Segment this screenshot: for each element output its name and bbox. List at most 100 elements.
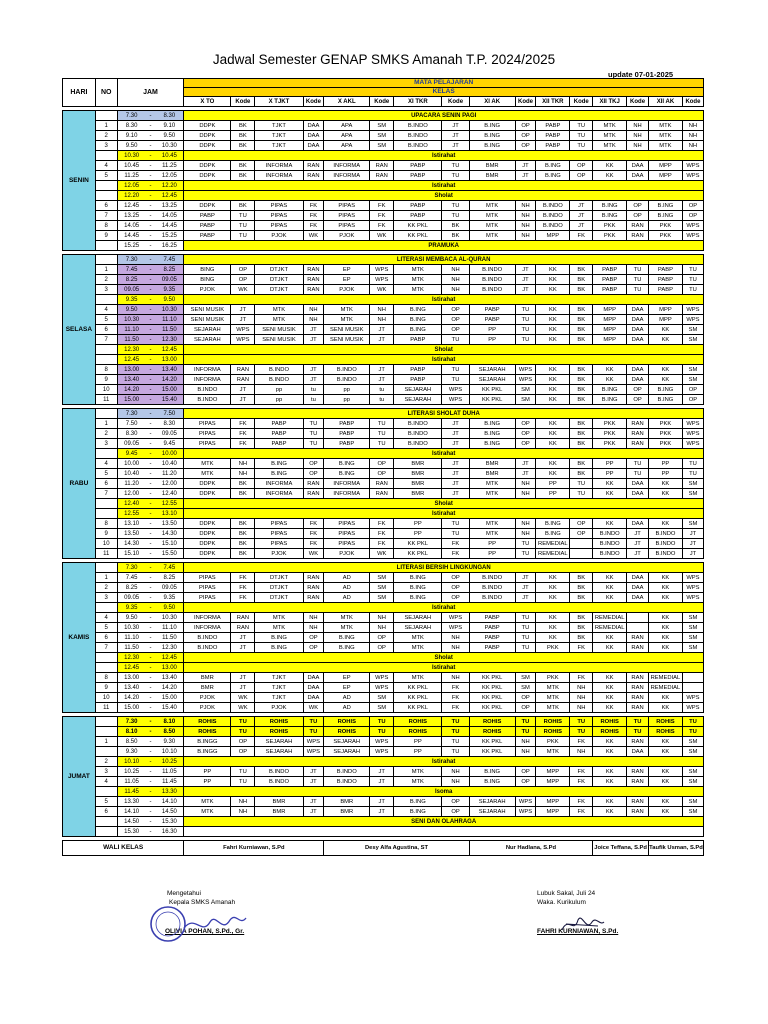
subject-cell: PKK (592, 230, 628, 241)
teacher-code-cell (569, 548, 594, 559)
time-end: 15.10 (155, 538, 185, 549)
teacher-code-cell: OP (369, 468, 395, 479)
time-start: 15.25 (116, 240, 146, 251)
subject-cell: DTJKT (254, 264, 304, 275)
teacher-code-cell: TU (514, 612, 537, 623)
time-end: 9.50 (155, 130, 185, 141)
time-dash: - (145, 746, 156, 757)
table-row: SELASA 7.30-7.45 LITERASI MEMBACA AL-QURAN (62, 254, 704, 405)
teacher-code-cell: OP (302, 632, 325, 643)
subject-cell: KK (535, 622, 571, 633)
time-dash: - (145, 130, 156, 141)
time-start: 7.30 (116, 716, 146, 727)
subject-cell: MTK (183, 458, 232, 469)
table-row: 7 11.50-12.30 B.INDO JT B.ING OP B.ING OP MTK NH P… (63, 642, 705, 653)
subject-cell: KK PKL (393, 692, 443, 703)
teacher-code-cell: JT (441, 418, 470, 429)
teacher-code-cell: JT (441, 488, 470, 499)
subject-cell: DDPK (183, 548, 232, 559)
subject-cell: KK (592, 160, 628, 171)
time-dash: - (145, 394, 156, 405)
subject-cell: KK (592, 170, 628, 181)
teacher-code-cell: WPS (681, 702, 705, 713)
time-end: 8.10 (155, 716, 185, 727)
teacher-code-cell: OP (514, 692, 537, 703)
teacher-code-cell: OP (569, 170, 594, 181)
subject-cell: KK (647, 518, 683, 529)
teacher-code-cell: OP (441, 592, 470, 603)
table-row: 4 11.05-11.45 PP TU B.INDO JT B.INDO JT MTK NH B.I… (63, 776, 705, 787)
row-number (94, 344, 118, 355)
subject-cell: TJKT (254, 682, 304, 693)
time-end: 13.00 (155, 662, 185, 673)
subject-cell: MTK (183, 806, 232, 817)
subject-cell: PP (468, 548, 516, 559)
teacher-code-cell: NH (369, 304, 395, 315)
time-dash: - (145, 702, 156, 713)
teacher-code-cell: JT (626, 538, 649, 549)
time-end: 14.05 (155, 210, 185, 221)
table-row: 12.05-12.20 Istirahat (63, 180, 704, 191)
teacher-code-cell: RAN (369, 478, 395, 489)
teacher-code-cell: NH (514, 230, 537, 241)
table-row: 1 7.50-8.30 PIPAS FK PABP TU PABP TU B.INDO JT B.I… (63, 418, 705, 429)
teacher-code-cell: WK (302, 702, 325, 713)
activity-banner: Istirahat (183, 448, 704, 459)
subject-cell: MTK (393, 274, 443, 285)
time-dash: - (145, 304, 156, 315)
teacher-code-cell: NH (369, 314, 395, 325)
teacher-code-cell: FK (302, 538, 325, 549)
teacher-code-cell: TU (569, 140, 594, 151)
subject-cell: BMR (393, 468, 443, 479)
teacher-code-cell (681, 682, 705, 693)
teacher-code-cell: TU (441, 210, 470, 221)
teacher-code-cell: OP (514, 140, 537, 151)
subject-cell: PP (393, 518, 443, 529)
time-end: 13.10 (155, 508, 185, 519)
teacher-code-cell: NH (569, 682, 594, 693)
teacher-code-cell: WPS (681, 230, 705, 241)
time-dash: - (145, 190, 156, 201)
time-end: 9.50 (155, 294, 185, 305)
teacher-code-cell: FK (302, 220, 325, 231)
time-end: 15.40 (155, 394, 185, 405)
teacher-code-cell: WPS (441, 622, 470, 633)
activity-banner (183, 826, 704, 837)
teacher-code-cell: OP (441, 304, 470, 315)
subject-cell: AD (323, 702, 371, 713)
teacher-code-cell: BK (569, 314, 594, 325)
teacher-code-cell: JT (230, 314, 256, 325)
time-dash: - (145, 110, 156, 121)
row-number (94, 110, 118, 121)
time-end: 15.40 (155, 702, 185, 713)
teacher-code-cell: BK (230, 478, 256, 489)
time-start: 13.30 (116, 796, 146, 807)
subject-cell: AD (323, 692, 371, 703)
teacher-code-cell: TU (230, 766, 256, 777)
teacher-code-cell: SM (681, 612, 705, 623)
teacher-code-cell: WPS (681, 160, 705, 171)
teacher-code-cell: SM (681, 518, 705, 529)
row-number (94, 816, 118, 827)
subject-cell: PKK (592, 220, 628, 231)
subject-cell: ROHIS (535, 726, 571, 737)
header-row: HARI NO JAM MATA PELAJARAN (62, 78, 704, 107)
teacher-code-cell: WPS (230, 324, 256, 335)
row-number (94, 408, 118, 419)
subject-cell: PABP (183, 210, 232, 221)
subject-cell: PP (592, 468, 628, 479)
teacher-code-cell: TU (569, 130, 594, 141)
teacher-code-cell: TU (369, 428, 395, 439)
table-row: 2 8.30-09.05 PIPAS FK PABP TU PABP TU B.INDO JT B.… (63, 428, 705, 439)
table-row: 12.45-13.00 Istirahat (63, 662, 704, 673)
teacher-code-cell: BK (230, 488, 256, 499)
teacher-code-cell: SM (369, 702, 395, 713)
teacher-code-cell: TU (514, 548, 537, 559)
teacher-code-cell: BK (569, 592, 594, 603)
time-start: 12.20 (116, 190, 146, 201)
time-end: 13.30 (155, 786, 185, 797)
subject-cell: SEJARAH (393, 622, 443, 633)
subject-cell: KK (647, 806, 683, 817)
wali-kelas-name: Taufik Usman, S.Pd (647, 840, 705, 856)
time-start: 9.50 (116, 304, 146, 315)
